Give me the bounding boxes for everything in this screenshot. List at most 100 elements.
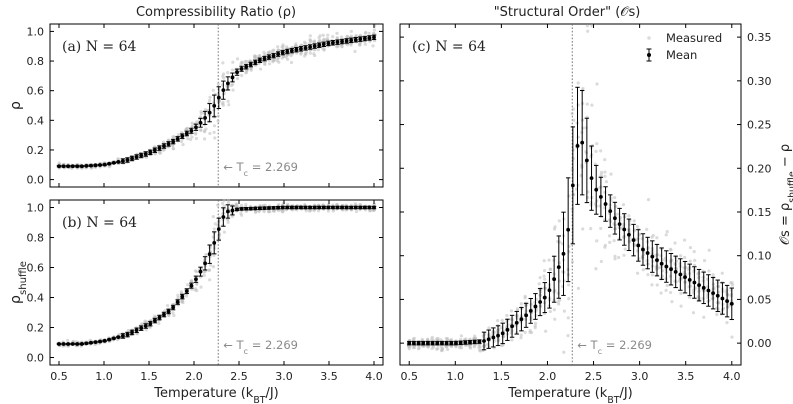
mean-point	[697, 283, 701, 288]
measured-point	[515, 313, 519, 318]
measured-point	[519, 336, 523, 340]
measured-point	[715, 312, 719, 317]
measured-point	[157, 321, 161, 326]
measured-point	[688, 246, 693, 250]
measured-point	[216, 82, 220, 86]
measured-point	[194, 132, 198, 136]
measured-point	[243, 59, 247, 64]
x-tick-label: 3.0	[275, 370, 293, 383]
measured-point	[496, 330, 501, 335]
y-tick-label: 0.30	[747, 75, 772, 88]
mean-point	[570, 183, 575, 188]
measured-point	[477, 345, 481, 349]
mean-point	[70, 164, 75, 169]
mean-point	[221, 88, 226, 93]
y-tick-label: 0.0	[27, 174, 45, 187]
mean-point	[659, 261, 664, 266]
measured-point	[372, 31, 376, 35]
measured-point	[538, 276, 542, 280]
measured-point	[613, 254, 617, 258]
measured-point	[263, 62, 267, 67]
mean-point	[239, 207, 244, 211]
measured-point	[599, 259, 603, 264]
x-tick-label: 3.0	[631, 370, 649, 383]
measured-point	[543, 277, 547, 281]
y-tick-label: 0.4	[27, 114, 45, 127]
legend-mean-label: Mean	[666, 48, 697, 62]
measured-point	[294, 42, 298, 46]
plot-frame	[399, 23, 742, 366]
mean-point	[235, 70, 239, 75]
measured-point	[603, 170, 607, 174]
measured-point	[570, 111, 574, 116]
measured-point	[331, 34, 335, 39]
mean-point	[486, 337, 491, 342]
mean-point	[312, 205, 317, 210]
mean-point	[203, 116, 207, 120]
measured-point	[612, 239, 616, 243]
x-tick-label: 1.5	[493, 370, 511, 383]
mean-point	[171, 139, 176, 144]
measured-point	[326, 209, 330, 213]
mean-point	[121, 334, 125, 338]
measured-point	[688, 295, 692, 299]
measured-point	[665, 283, 669, 288]
measured-point	[650, 283, 654, 287]
measured-point	[673, 241, 677, 245]
mean-point	[57, 342, 61, 346]
mean-point	[344, 205, 349, 210]
mean-point	[57, 164, 61, 169]
measured-point	[407, 347, 411, 351]
mean-point	[203, 261, 207, 266]
mean-point	[426, 341, 430, 346]
measured-point	[316, 48, 320, 52]
measured-point	[258, 203, 262, 208]
measured-point	[189, 137, 193, 142]
measured-point	[519, 302, 523, 306]
measured-point	[444, 344, 448, 349]
measured-point	[212, 227, 216, 231]
mean-point	[303, 205, 308, 210]
measured-point	[230, 68, 235, 72]
panel-label: (a) N = 64	[62, 39, 137, 55]
x-tick-label: 1.0	[447, 370, 465, 383]
measured-point	[608, 240, 612, 244]
measured-point	[720, 271, 724, 275]
mean-point	[372, 205, 376, 210]
measured-point	[144, 328, 148, 332]
measured-point	[595, 142, 599, 146]
mean-point	[285, 49, 290, 54]
measured-point	[454, 345, 458, 349]
mean-point	[235, 207, 239, 212]
measured-point	[190, 135, 194, 139]
x-axis-label: Temperature (kBT/J)	[507, 386, 633, 404]
measured-point	[308, 51, 312, 55]
measured-point	[326, 33, 330, 37]
mean-point	[444, 341, 449, 346]
measured-point	[171, 311, 175, 315]
mean-point	[143, 152, 148, 156]
mean-point	[130, 156, 134, 161]
measured-point	[701, 279, 705, 283]
mean-point	[166, 141, 171, 146]
measured-point	[353, 49, 357, 54]
mean-point	[720, 296, 725, 301]
measured-point	[692, 263, 697, 267]
measured-point	[267, 62, 272, 66]
measured-point	[161, 148, 165, 152]
y-tick-label: 0.8	[27, 55, 45, 68]
measured-point	[594, 267, 598, 271]
mean-point	[152, 318, 157, 323]
measured-point	[664, 233, 668, 237]
measured-point	[571, 107, 575, 111]
mean-point	[84, 341, 89, 346]
mean-point	[312, 44, 317, 48]
measured-point	[679, 254, 683, 258]
panel-label: (c) N = 64	[412, 39, 486, 55]
mean-point	[180, 294, 185, 299]
measured-point	[221, 100, 225, 105]
mean-point	[267, 206, 271, 210]
mean-point	[162, 144, 166, 148]
y-tick-label: 1.0	[27, 202, 45, 215]
mean-point	[102, 338, 107, 343]
